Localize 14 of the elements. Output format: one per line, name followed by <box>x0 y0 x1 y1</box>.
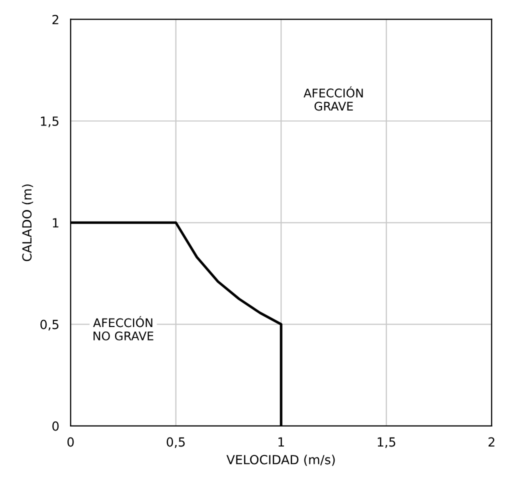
y-tick-label: 2 <box>52 14 58 24</box>
y-axis-title: CALADO (m) <box>22 184 34 262</box>
y-tick-label: 0 <box>52 421 59 431</box>
x-tick-label: 1,5 <box>378 437 396 448</box>
x-tick-label: 2 <box>488 437 494 447</box>
x-tick-label: 1 <box>278 437 284 447</box>
y-tick-label: 1 <box>52 218 58 228</box>
annotation: AFECCIÓN GRAVE <box>304 86 363 111</box>
y-tick-label: 1,5 <box>40 116 58 128</box>
y-tick-label: 0,5 <box>40 320 58 330</box>
x-tick-label: 0 <box>67 437 74 447</box>
annotation: AFECCIÓN NO GRAVE <box>93 316 154 340</box>
x-axis-title: VELOCIDAD (m/s) <box>226 454 335 466</box>
x-tick-label: 0,5 <box>166 437 185 448</box>
